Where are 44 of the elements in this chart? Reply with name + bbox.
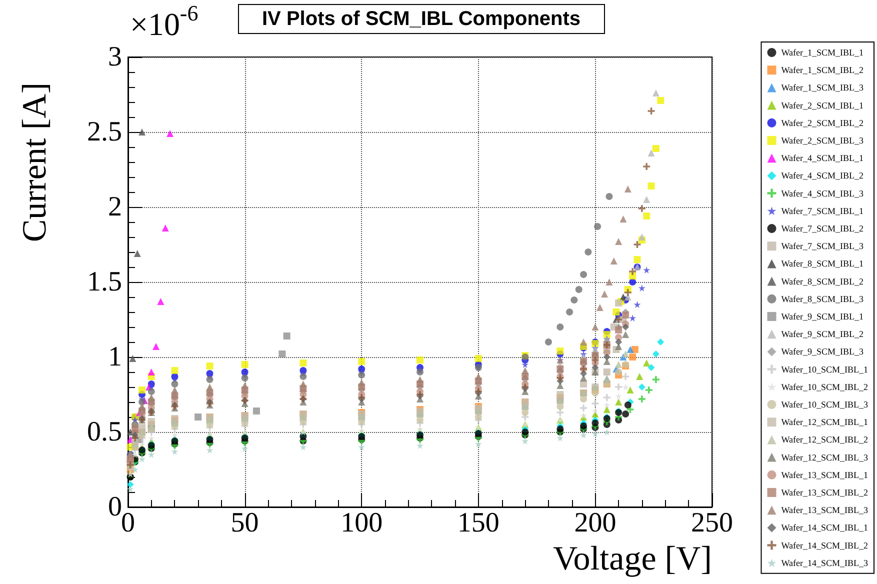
y-axis-title: Current [A] [16,82,54,242]
y-tick-label: 1 [108,342,122,372]
legend-label: Wafer_4_SCM_IBL_3 [781,188,864,198]
y-tick-label: 3 [108,42,122,72]
x-tick-label: 100 [340,508,383,538]
x-axis-title: Voltage [V] [553,540,712,578]
legend-label: Wafer_12_SCM_IBL_1 [781,417,868,428]
legend-label: Wafer_2_SCM_IBL_1 [781,100,864,110]
x-tick-label: 50 [230,508,259,538]
legend-label: Wafer_12_SCM_IBL_2 [781,434,868,445]
legend-label: Wafer_9_SCM_IBL_1 [781,312,864,322]
legend-label: Wafer_13_SCM_IBL_1 [781,470,868,480]
y-tick-label: 0.5 [87,416,122,448]
x-tick-label: 150 [457,508,500,538]
legend-label: Wafer_2_SCM_IBL_3 [781,136,864,146]
legend-label: Wafer_7_SCM_IBL_3 [781,241,864,252]
legend-label: Wafer_9_SCM_IBL_3 [781,346,864,357]
legend-label: Wafer_14_SCM_IBL_1 [781,522,868,533]
legend-label: Wafer_14_SCM_IBL_2 [781,540,868,550]
legend-label: Wafer_14_SCM_IBL_3 [781,558,868,568]
legend-label: Wafer_8_SCM_IBL_1 [781,258,864,269]
y-tick-label: 2 [108,192,122,222]
x-tick-label: 250 [691,508,733,538]
legend-label: Wafer_10_SCM_IBL_2 [781,382,868,392]
legend-label: Wafer_10_SCM_IBL_1 [781,364,868,374]
y-tick-label: 1.5 [87,266,122,298]
x-tick-label: 200 [574,508,616,538]
legend-label: Wafer_2_SCM_IBL_2 [781,118,864,128]
legend-label: Wafer_4_SCM_IBL_1 [781,153,864,164]
legend-label: Wafer_13_SCM_IBL_3 [781,505,868,516]
y-tick-label: 2.5 [87,116,122,148]
legend-label: Wafer_10_SCM_IBL_3 [781,400,868,410]
legend-label: Wafer_8_SCM_IBL_3 [781,294,864,304]
legend-label: Wafer_1_SCM_IBL_3 [781,82,864,93]
legend-label: Wafer_7_SCM_IBL_2 [781,224,864,234]
legend-label: Wafer_4_SCM_IBL_2 [781,170,864,181]
legend-label: Wafer_7_SCM_IBL_1 [781,206,864,216]
legend-label: Wafer_13_SCM_IBL_2 [781,488,868,498]
legend-label: Wafer_8_SCM_IBL_2 [781,276,864,286]
legend-label: Wafer_12_SCM_IBL_3 [781,452,868,462]
legend-label: Wafer_1_SCM_IBL_1 [781,48,864,58]
legend-label: Wafer_1_SCM_IBL_2 [781,65,864,76]
chart-title: IV Plots of SCM_IBL Components [262,8,581,30]
legend-label: Wafer_9_SCM_IBL_2 [781,329,864,340]
